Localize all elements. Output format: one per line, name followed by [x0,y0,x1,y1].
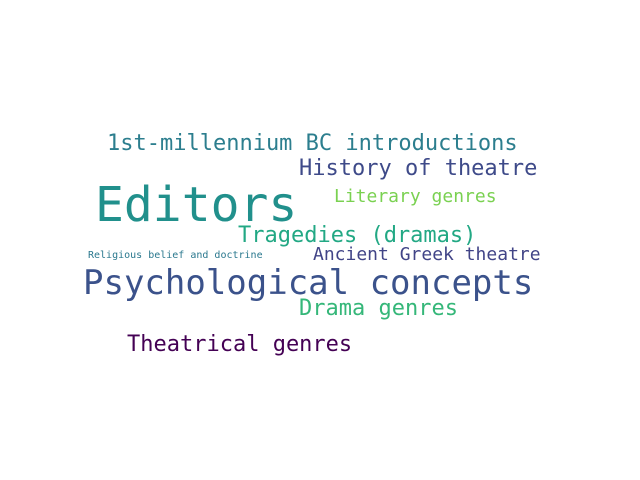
word-1st-millennium-bc-introductions: 1st-millennium BC introductions [107,131,518,156]
word-ancient-greek-theatre: Ancient Greek theatre [313,244,541,265]
word-theatrical-genres: Theatrical genres [127,332,353,357]
word-history-of-theatre: History of theatre [299,156,538,181]
word-psychological-concepts: Psychological concepts [83,263,534,303]
word-religious-belief-and-doctrine: Religious belief and doctrine [88,250,263,261]
word-editors: Editors [95,177,298,233]
word-tragedies-dramas: Tragedies (dramas) [238,223,477,248]
word-literary-genres: Literary genres [334,186,497,207]
word-drama-genres: Drama genres [299,296,458,321]
